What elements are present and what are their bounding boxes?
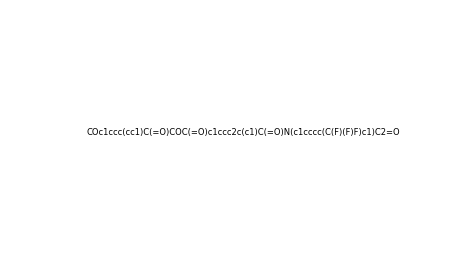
Text: COc1ccc(cc1)C(=O)COC(=O)c1ccc2c(c1)C(=O)N(c1cccc(C(F)(F)F)c1)C2=O: COc1ccc(cc1)C(=O)COC(=O)c1ccc2c(c1)C(=O)…	[86, 128, 400, 137]
